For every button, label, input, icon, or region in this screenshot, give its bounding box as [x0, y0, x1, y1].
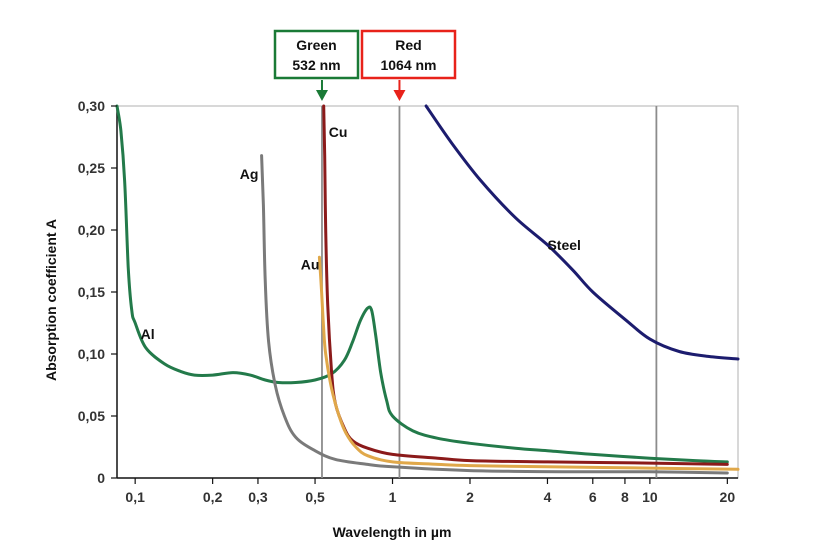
x-tick-label-5: 2 [466, 489, 474, 505]
wavelength-markers: Green 532 nm Red 1064 nm [273, 29, 457, 101]
x-tick-label-2: 0,3 [248, 489, 268, 505]
marker-red: Red 1064 nm [360, 29, 457, 101]
marker-arrow-head-1 [393, 90, 406, 101]
marker-label-green: Green [296, 37, 336, 53]
series-line-al [115, 104, 729, 464]
series-label-cu: Cu [329, 124, 348, 140]
y-tick-label-1: 0,05 [78, 408, 105, 424]
series-line-ag [260, 154, 729, 475]
marker-arrow-head-0 [315, 90, 328, 101]
series-line-cu [322, 104, 729, 466]
x-tick-label-3: 0,5 [305, 489, 325, 505]
x-tick-label-0: 0,1 [125, 489, 145, 505]
y-tick-label-5: 0,25 [78, 160, 105, 176]
x-tick-label-7: 6 [589, 489, 597, 505]
series-line-steel [424, 104, 740, 361]
x-tick-label-10: 20 [720, 489, 736, 505]
x-tick-label-1: 0,2 [203, 489, 223, 505]
x-tick-label-8: 8 [621, 489, 629, 505]
marker-box-green [273, 29, 360, 80]
y-tick-label-6: 0,30 [78, 98, 105, 114]
y-tick-label-0: 0 [97, 470, 105, 486]
x-tick-label-9: 10 [642, 489, 658, 505]
series-line-au [317, 255, 740, 471]
y-axis-ticks: 0 0,05 0,10 0,15 0,20 0,25 0,30 [78, 98, 117, 486]
series-label-steel: Steel [547, 237, 580, 253]
y-tick-label-4: 0,20 [78, 222, 105, 238]
series-labels: Al Ag Cu Au Steel [141, 124, 581, 342]
wavelength-marker-lines [321, 106, 658, 478]
plot-frame [116, 105, 739, 479]
marker-green: Green 532 nm [273, 29, 360, 101]
x-tick-label-4: 1 [389, 489, 397, 505]
x-tick-label-6: 4 [544, 489, 552, 505]
x-axis-title: Wavelength in µm [333, 524, 452, 540]
marker-wavelength-red: 1064 nm [380, 57, 436, 73]
x-axis-ticks: 0,1 0,2 0,3 0,5 1 2 4 6 8 10 20 [125, 478, 735, 505]
marker-box-red [360, 29, 457, 80]
y-tick-label-3: 0,15 [78, 284, 105, 300]
y-tick-label-2: 0,10 [78, 346, 105, 362]
series-label-au: Au [301, 257, 320, 273]
marker-label-red: Red [395, 37, 421, 53]
series-label-ag: Ag [240, 166, 259, 182]
y-axis-title: Absorption coefficient A [43, 219, 59, 381]
plot-border [116, 105, 739, 479]
series-label-al: Al [141, 326, 155, 342]
series-layer [115, 104, 740, 475]
marker-wavelength-green: 532 nm [292, 57, 340, 73]
